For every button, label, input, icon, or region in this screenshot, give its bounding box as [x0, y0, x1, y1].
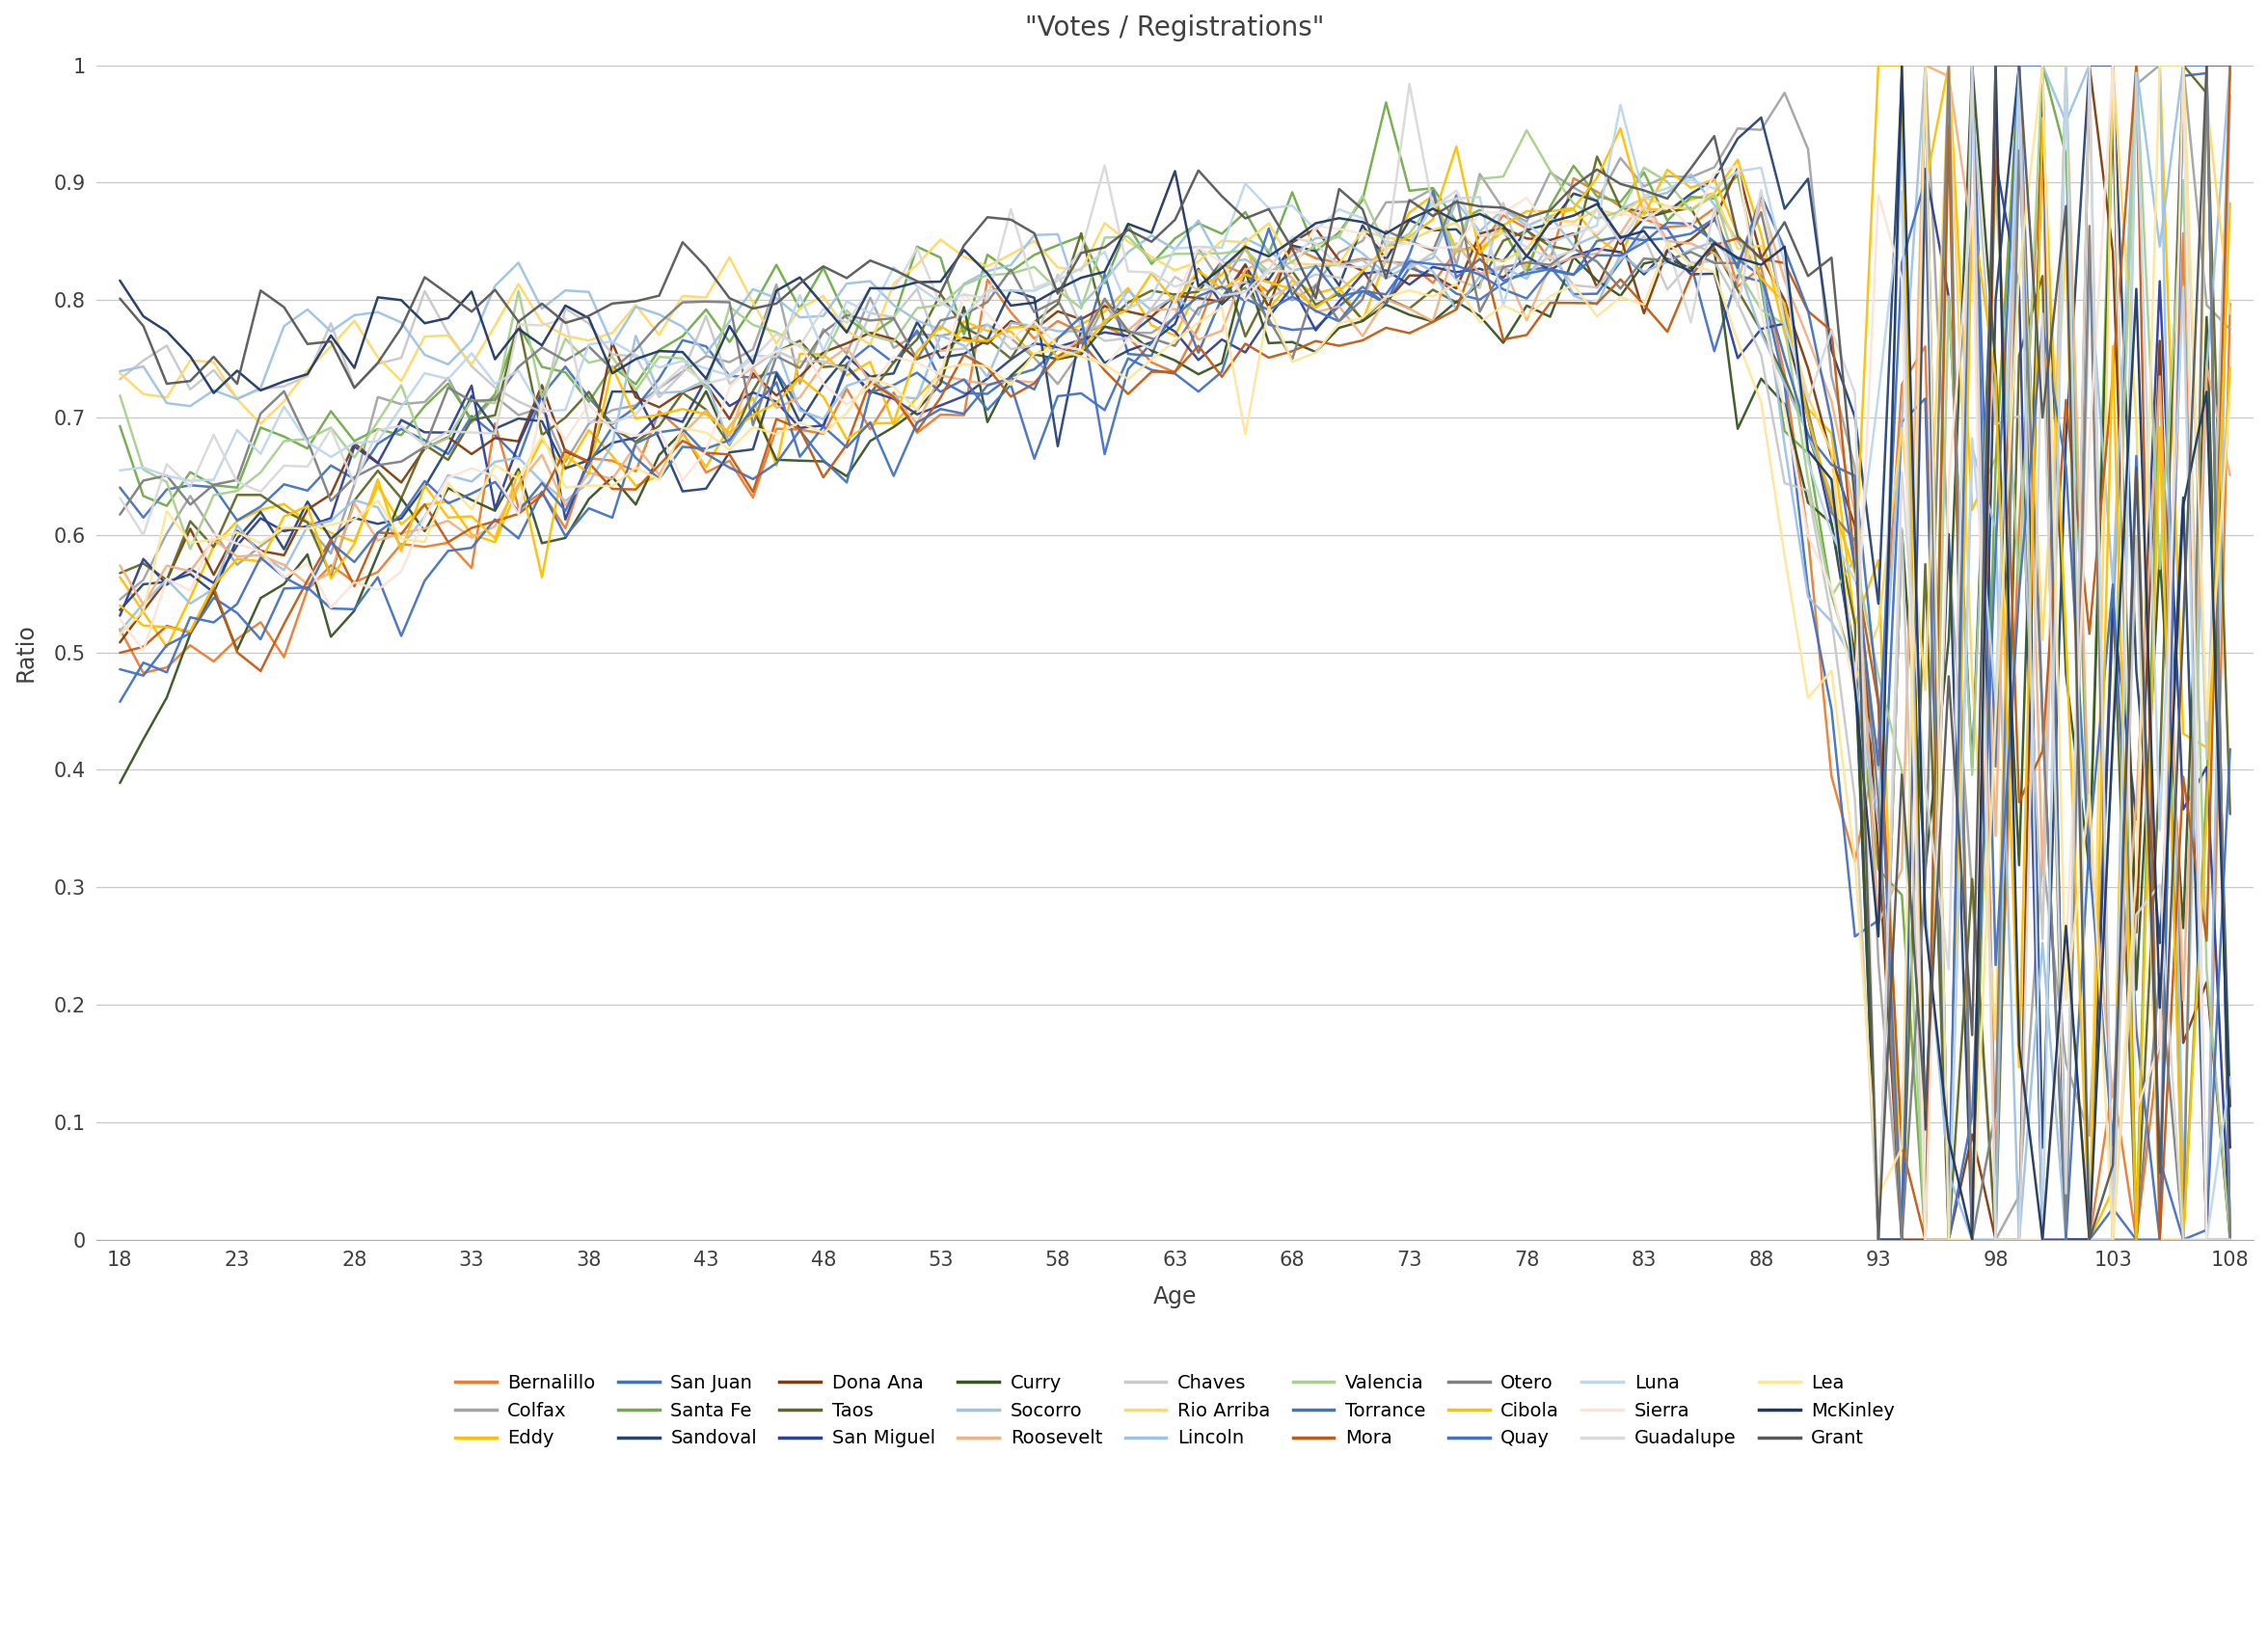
Y-axis label: Ratio: Ratio — [14, 623, 39, 682]
Legend: Bernalillo, Colfax, Eddy, San Juan, Santa Fe, Sandoval, Dona Ana, Taos, San Migu: Bernalillo, Colfax, Eddy, San Juan, Sant… — [447, 1367, 1903, 1456]
Title: "Votes / Registrations": "Votes / Registrations" — [1025, 15, 1325, 41]
X-axis label: Age: Age — [1152, 1286, 1198, 1309]
